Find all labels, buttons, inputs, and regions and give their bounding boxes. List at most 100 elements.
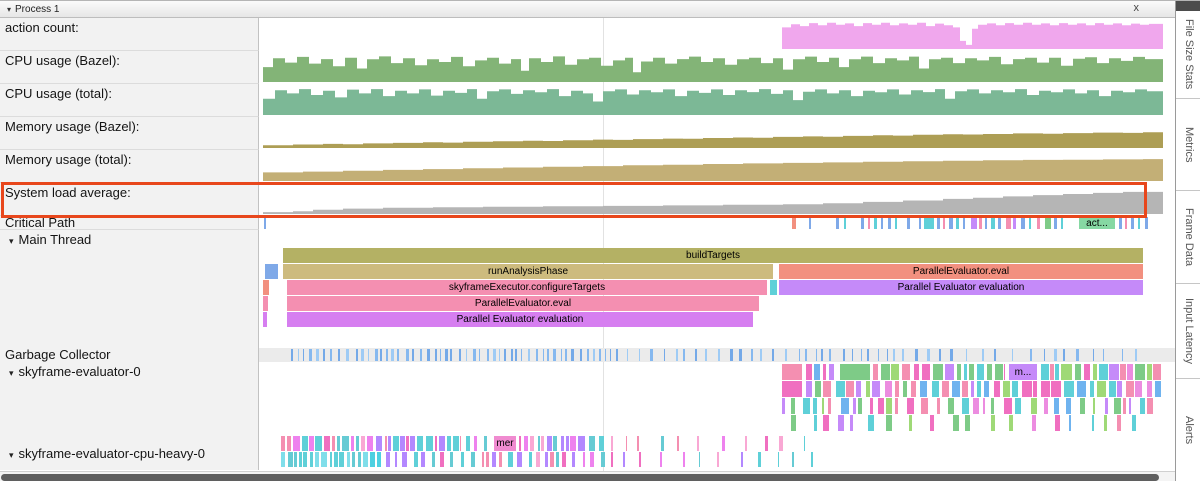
slice[interactable] [1029,217,1031,229]
slice[interactable] [263,296,268,311]
slice[interactable] [299,452,303,467]
slice[interactable] [966,349,967,361]
slice[interactable] [611,436,613,451]
slice[interactable] [1120,364,1127,380]
slice[interactable] [937,217,940,229]
slice[interactable] [1021,381,1032,397]
slice[interactable] [1145,217,1148,229]
slice[interactable] [470,452,475,467]
slice[interactable] [993,381,1000,397]
slice[interactable] [638,349,641,361]
slice[interactable] [392,436,399,451]
slice[interactable] [765,436,769,451]
close-button[interactable]: x [1133,2,1140,14]
slice[interactable] [1063,381,1074,397]
slice[interactable] [333,452,338,467]
slice[interactable] [1113,398,1121,414]
slice[interactable] [578,436,585,451]
slice[interactable] [860,349,862,361]
tab-alerts[interactable]: Alerts [1176,379,1200,481]
slice[interactable] [945,364,955,380]
slice[interactable] [868,415,874,431]
slice[interactable] [605,349,607,361]
slice[interactable] [842,349,845,361]
slice[interactable] [582,452,586,467]
slice[interactable] [1041,364,1050,380]
slice[interactable] [884,381,893,397]
slice[interactable] [846,381,855,397]
slice[interactable] [907,398,914,414]
slice[interactable] [458,349,462,361]
slice[interactable] [915,349,919,361]
slice[interactable] [784,349,788,361]
slice[interactable] [351,436,355,451]
slice[interactable] [998,217,1001,229]
slice[interactable] [1032,415,1036,431]
slice[interactable] [627,349,629,361]
slice[interactable] [950,349,954,361]
slice[interactable] [329,452,333,467]
slice[interactable] [547,349,549,361]
slice[interactable] [1032,381,1038,397]
slice[interactable] [1108,381,1116,397]
slice[interactable] [377,452,381,467]
slice[interactable] [1146,381,1152,397]
slice[interactable] [840,364,870,380]
slice[interactable] [452,436,459,451]
slice[interactable] [979,217,982,229]
horizontal-scrollbar[interactable] [0,471,1175,481]
slice[interactable] [806,381,813,397]
slice[interactable] [1054,349,1057,361]
slice[interactable] [375,436,383,451]
slice[interactable] [986,364,993,380]
slice[interactable] [329,349,333,361]
slice[interactable] [1054,217,1057,229]
slice[interactable] [827,398,832,414]
slice[interactable] [1135,364,1145,380]
slice[interactable] [1003,398,1012,414]
slice[interactable] [391,349,394,361]
slice[interactable] [362,452,368,467]
slice[interactable] [301,436,308,451]
slice[interactable] [481,452,485,467]
slice[interactable] [729,349,733,361]
slice[interactable] [565,436,569,451]
slice[interactable] [920,381,928,397]
horizontal-scrollbar-thumb[interactable] [1,474,1159,481]
slice[interactable] [535,452,541,467]
slice[interactable] [1054,364,1059,380]
slice[interactable] [838,415,844,431]
slice[interactable] [809,217,811,229]
slice[interactable] [1135,349,1138,361]
slice[interactable] [553,349,557,361]
slice[interactable] [352,452,356,467]
slice[interactable] [1068,415,1072,431]
slice[interactable] [871,381,881,397]
slice[interactable] [963,364,967,380]
slice[interactable] [486,349,490,361]
collapse-arrow-icon[interactable]: ▾ [9,368,14,378]
slice[interactable] [823,381,832,397]
slice[interactable] [878,349,880,361]
tab-file-size-stats[interactable]: File Size Stats [1176,11,1200,99]
slice[interactable] [286,436,291,451]
slice[interactable] [1050,364,1054,380]
slice[interactable] [466,436,470,451]
slice[interactable] [361,436,366,451]
slice[interactable] [1011,349,1014,361]
slice[interactable] [560,349,562,361]
slice[interactable] [1062,349,1065,361]
slice[interactable] [545,452,548,467]
slice[interactable] [909,415,913,431]
slice[interactable] [263,312,267,327]
slice[interactable] [420,452,426,467]
slice[interactable] [1109,364,1120,380]
slice[interactable] [1104,398,1108,414]
slice[interactable] [829,349,831,361]
slice[interactable] [698,452,700,467]
slice[interactable] [281,452,286,467]
slice[interactable] [1138,217,1140,229]
slice[interactable] [293,436,300,451]
slice[interactable] [1002,381,1010,397]
slice-ParallelEvaluatorevaluation[interactable]: Parallel Evaluator evaluation [287,312,753,327]
